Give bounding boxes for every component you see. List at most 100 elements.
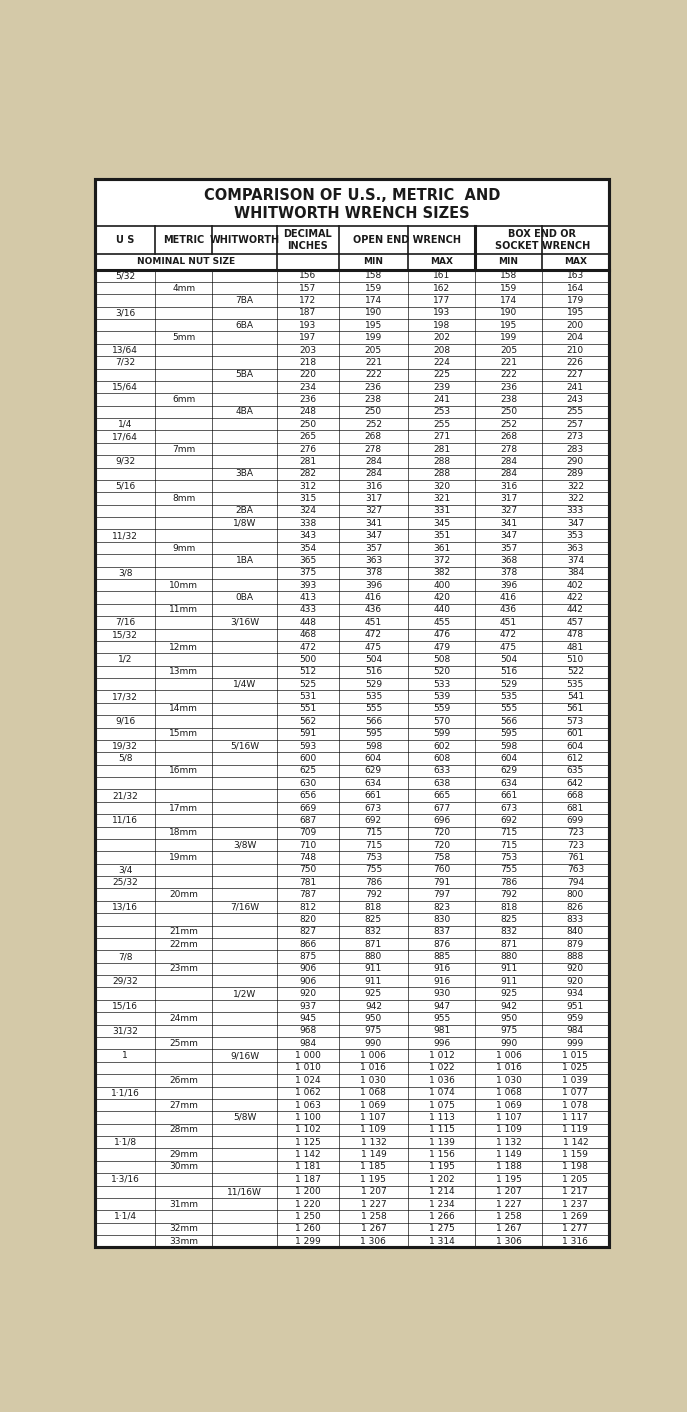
Text: 930: 930 [433,990,451,998]
Text: 1 078: 1 078 [563,1100,588,1110]
Text: 29mm: 29mm [170,1151,199,1159]
Text: 468: 468 [300,630,317,640]
Text: 827: 827 [300,928,317,936]
Text: 220: 220 [300,370,317,380]
Text: 248: 248 [300,408,317,417]
Text: 681: 681 [567,803,584,812]
Text: 357: 357 [500,544,517,552]
Text: 723: 723 [567,829,584,837]
Text: 1 237: 1 237 [563,1200,588,1209]
Text: 668: 668 [567,791,584,801]
Text: 5/8W: 5/8W [233,1113,256,1123]
Text: 472: 472 [365,630,382,640]
Text: 5BA: 5BA [236,370,254,380]
Text: 268: 268 [365,432,382,441]
Text: 1 030: 1 030 [361,1076,386,1084]
Text: 416: 416 [500,593,517,602]
Text: 1/2W: 1/2W [233,990,256,998]
Text: 920: 920 [300,990,317,998]
Text: 709: 709 [300,829,317,837]
Text: 202: 202 [433,333,450,342]
Text: 1 258: 1 258 [361,1211,386,1221]
Text: 787: 787 [300,890,317,899]
Text: 1 149: 1 149 [496,1151,521,1159]
Text: 283: 283 [567,445,584,453]
Text: 159: 159 [365,284,382,292]
Text: 205: 205 [365,346,382,354]
Text: 1 113: 1 113 [429,1113,455,1123]
Text: 2BA: 2BA [236,507,254,515]
Text: 436: 436 [500,606,517,614]
Text: 1·1/4: 1·1/4 [114,1211,137,1221]
Text: 748: 748 [300,853,317,861]
Text: 1 109: 1 109 [361,1125,386,1134]
Text: 570: 570 [433,717,451,726]
Text: 630: 630 [300,779,317,788]
Text: 163: 163 [567,271,584,280]
Text: 825: 825 [365,915,382,923]
Text: 1 117: 1 117 [563,1113,588,1123]
Text: 159: 159 [500,284,517,292]
Text: 1 100: 1 100 [295,1113,321,1123]
Text: MAX: MAX [564,257,587,267]
Text: 925: 925 [365,990,382,998]
Text: 906: 906 [300,977,317,986]
Text: 1 139: 1 139 [429,1138,455,1147]
Text: 1 234: 1 234 [429,1200,455,1209]
Text: 7/32: 7/32 [115,357,135,367]
Text: 9/16W: 9/16W [230,1051,259,1060]
Text: 1 142: 1 142 [295,1151,321,1159]
Text: 347: 347 [365,531,382,541]
Text: 820: 820 [300,915,317,923]
Text: 715: 715 [500,829,517,837]
Text: 635: 635 [567,767,584,775]
Text: 812: 812 [300,902,317,912]
Text: 1 022: 1 022 [429,1063,455,1073]
Text: 276: 276 [300,445,317,453]
Text: 288: 288 [433,457,450,466]
Text: 800: 800 [567,890,584,899]
Text: 504: 504 [365,655,382,664]
Text: 600: 600 [300,754,317,762]
Text: 1 142: 1 142 [563,1138,588,1147]
Text: WHITWORTH WRENCH SIZES: WHITWORTH WRENCH SIZES [234,206,470,220]
Text: 343: 343 [300,531,317,541]
Text: 533: 533 [433,679,451,689]
Text: 1 306: 1 306 [495,1237,521,1245]
Text: 193: 193 [300,321,317,330]
Text: 271: 271 [433,432,450,441]
Text: 331: 331 [433,507,451,515]
Text: 3/4: 3/4 [118,866,133,874]
Text: 400: 400 [433,580,450,590]
Text: 755: 755 [500,866,517,874]
Text: 990: 990 [365,1039,382,1048]
Text: 1 195: 1 195 [361,1175,386,1183]
Text: 876: 876 [433,939,451,949]
Text: 12mm: 12mm [170,642,199,651]
Text: 1 010: 1 010 [295,1063,321,1073]
Text: 24mm: 24mm [170,1014,198,1022]
Text: 327: 327 [365,507,382,515]
Text: 911: 911 [500,964,517,973]
Text: 559: 559 [433,705,451,713]
Text: 1 260: 1 260 [295,1224,321,1233]
Text: 284: 284 [365,457,382,466]
Text: 512: 512 [300,668,317,676]
Text: 16mm: 16mm [169,767,199,775]
Text: 475: 475 [365,642,382,651]
Text: 197: 197 [300,333,317,342]
Text: 968: 968 [300,1027,317,1035]
Text: 1 119: 1 119 [563,1125,588,1134]
Text: 720: 720 [433,840,450,850]
Text: 692: 692 [500,816,517,825]
Text: 457: 457 [567,618,584,627]
Text: 504: 504 [500,655,517,664]
Text: 880: 880 [365,952,382,962]
Text: 818: 818 [500,902,517,912]
Text: 27mm: 27mm [170,1100,199,1110]
Text: 333: 333 [567,507,584,515]
Text: 321: 321 [433,494,450,503]
Text: 1/4W: 1/4W [233,679,256,689]
Text: 1 077: 1 077 [563,1089,588,1097]
Text: 602: 602 [433,741,450,751]
